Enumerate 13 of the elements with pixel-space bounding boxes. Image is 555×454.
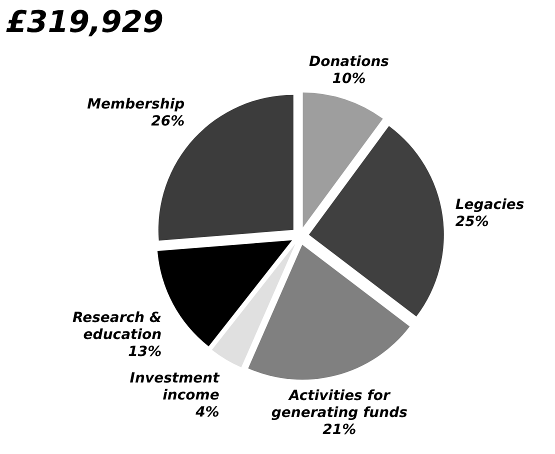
data-label: 13% (128, 344, 162, 360)
data-label: 21% (322, 422, 356, 438)
data-label: 10% (332, 70, 366, 87)
slice-label: Donations (308, 54, 390, 70)
slice-label: Research & education (72, 310, 162, 343)
data-label: 4% (194, 404, 220, 421)
slice-label: Investment income (130, 370, 221, 404)
data-label: 25% (455, 214, 489, 230)
slice-label: Activities for generating funds (271, 388, 408, 421)
slice-label: Membership (87, 96, 185, 112)
slice-label: Legacies (455, 196, 524, 213)
data-label: 26% (151, 113, 185, 130)
chart-title: £319,929 (6, 5, 164, 40)
